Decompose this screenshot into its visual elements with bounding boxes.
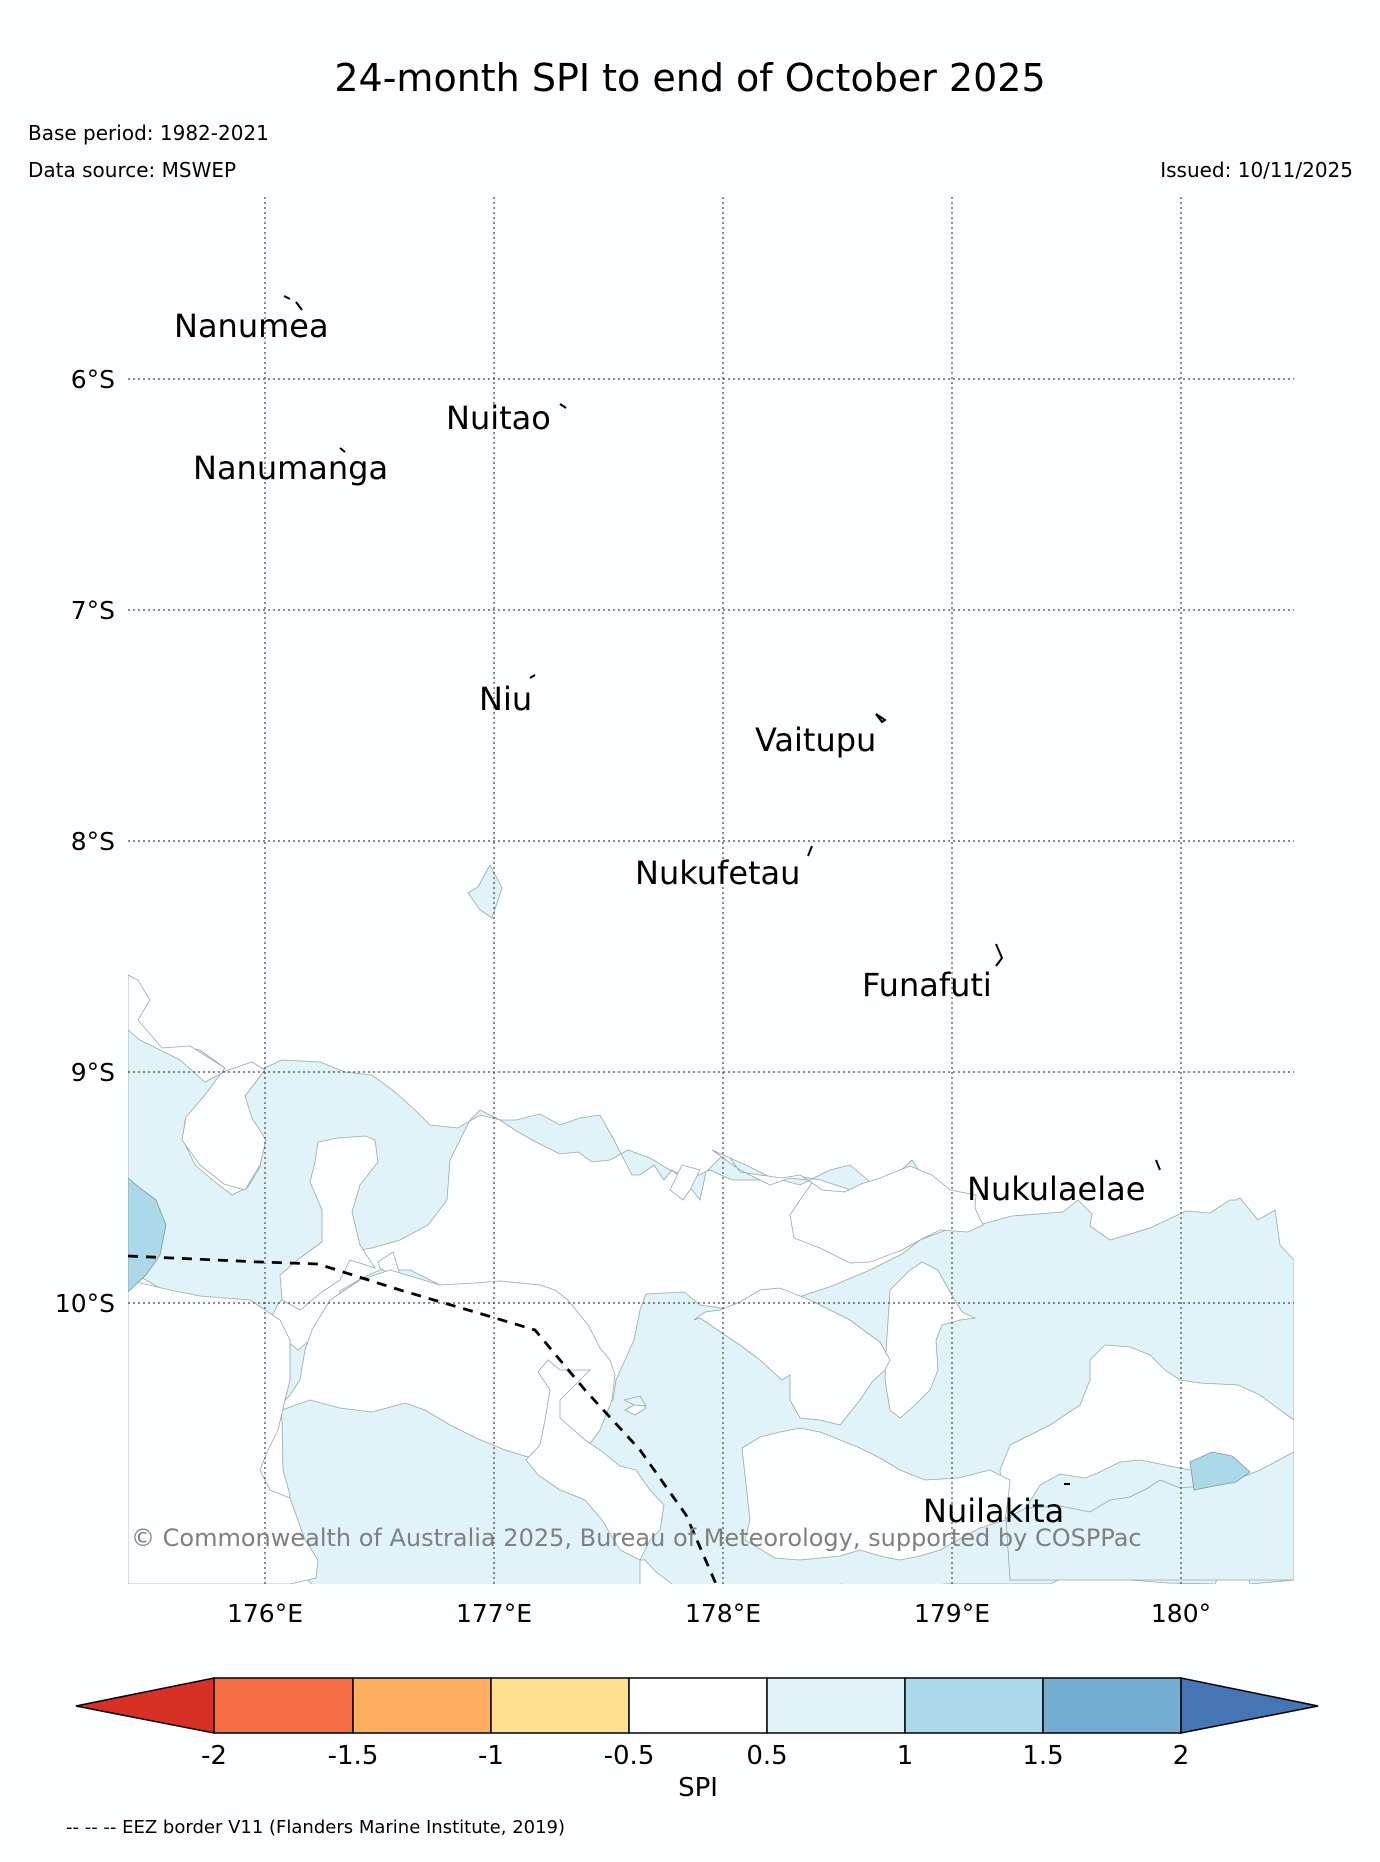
colorbar-tick-label: 1.5: [1022, 1741, 1063, 1771]
colorbar: [75, 1677, 1319, 1734]
spi-hole-9: [999, 1344, 1294, 1521]
spi-region-1-1.5-west: [128, 1177, 167, 1293]
colorbar-segment-3: [490, 1677, 630, 1734]
spi-hole-14: [741, 1427, 1011, 1561]
island-shape-nukufetau: [807, 845, 813, 857]
island-shape-vaitupu: [875, 713, 887, 724]
lon-label-179: 179°E: [914, 1599, 990, 1628]
lat-label-9: 9°S: [71, 1058, 115, 1087]
spi-hole-west: [128, 974, 267, 1191]
island-label-vaitupu: Vaitupu: [755, 721, 876, 759]
copyright-text: © Commonwealth of Australia 2025, Bureau…: [131, 1524, 1142, 1552]
lat-label-10: 10°S: [55, 1289, 115, 1318]
island-label-nuilakita: Nuilakita: [923, 1492, 1064, 1530]
colorbar-tick-label: 0.5: [746, 1741, 787, 1771]
colorbar-extend-high: [1180, 1677, 1319, 1734]
spi-hole-6: [884, 1261, 977, 1419]
lon-label-180: 180°: [1151, 1599, 1211, 1628]
spi-hole-12: [525, 1359, 665, 1561]
island-label-nanumea: Nanumea: [174, 307, 329, 345]
colorbar-tick-label: -1.5: [328, 1741, 379, 1771]
colorbar-tick-label: -1: [478, 1741, 504, 1771]
spi-hole-10: [267, 1269, 616, 1467]
spi-hole-11: [128, 1279, 319, 1584]
lat-label-8: 8°S: [71, 827, 115, 856]
colorbar-segment-5: [766, 1677, 906, 1734]
spi-hole-5: [711, 1149, 984, 1264]
colorbar-segment-4: [628, 1677, 768, 1734]
island-label-niu: Niu: [479, 680, 532, 718]
base-period-text: Base period: 1982-2021: [28, 121, 269, 145]
eez-footnote: -- -- -- EEZ border V11 (Flanders Marine…: [66, 1817, 566, 1838]
island-shape-funafuti: [995, 943, 1004, 967]
colorbar-segment-6: [904, 1677, 1044, 1734]
spi-region-main: [128, 977, 1294, 1584]
spi-shading: [128, 864, 1294, 1584]
island-shape-nuitao: [559, 403, 567, 409]
lon-label-176: 176°E: [227, 1599, 303, 1628]
colorbar-title: SPI: [678, 1773, 718, 1803]
colorbar-tick-label: -0.5: [604, 1741, 655, 1771]
map-title: 24-month SPI to end of October 2025: [334, 56, 1046, 100]
issued-date-text: Issued: 10/11/2025: [1160, 158, 1353, 182]
spi-region-small-1: [467, 864, 503, 919]
spi-hole-4: [669, 1164, 701, 1201]
island-label-nukufetau: Nukufetau: [635, 854, 800, 892]
colorbar-tick-label: 1: [897, 1741, 914, 1771]
latitude-labels: 6°S 7°S 8°S 9°S 10°S: [55, 365, 115, 1318]
island-label-nanumanga: Nanumanga: [193, 449, 388, 487]
colorbar-segment-2: [352, 1677, 492, 1734]
island-labels: Nanumea Nuitao Nanumanga Niu Vaitupu Nuk…: [174, 307, 1145, 1530]
spi-hole-2: [279, 1135, 379, 1311]
eez-border-line: [127, 1254, 718, 1585]
map-gridlines: [128, 197, 1294, 1584]
island-shape-nukulaelae: [1155, 1159, 1161, 1171]
colorbar-ticks: -2 -1.5 -1 -0.5 0.5 1 1.5 2 SPI: [201, 1741, 1189, 1803]
lon-label-178: 178°E: [685, 1599, 761, 1628]
lon-label-177: 177°E: [456, 1599, 532, 1628]
island-label-funafuti: Funafuti: [862, 966, 992, 1004]
colorbar-segment-1: [213, 1677, 354, 1734]
island-label-nukulaelae: Nukulaelae: [967, 1170, 1145, 1208]
spi-region-1-1.5-east: [1189, 1451, 1251, 1491]
lat-label-6: 6°S: [71, 365, 115, 394]
colorbar-tick-label: 2: [1173, 1741, 1190, 1771]
colorbar-segment-7: [1042, 1677, 1182, 1734]
colorbar-tick-label: -2: [201, 1741, 227, 1771]
island-shape-nanumea: [283, 295, 303, 311]
island-shape-nanumanga: [339, 447, 346, 453]
data-source-text: Data source: MSWEP: [28, 158, 237, 182]
colorbar-extend-low: [75, 1677, 215, 1734]
spi-hole-8: [693, 1287, 891, 1426]
lat-label-7: 7°S: [71, 596, 115, 625]
island-outlines: [283, 295, 1161, 1485]
island-shape-niu: [529, 674, 536, 679]
longitude-labels: 176°E 177°E 178°E 179°E 180°: [227, 1599, 1211, 1628]
spi-region-small-2: [622, 1395, 647, 1407]
island-label-nuitao: Nuitao: [446, 399, 551, 437]
